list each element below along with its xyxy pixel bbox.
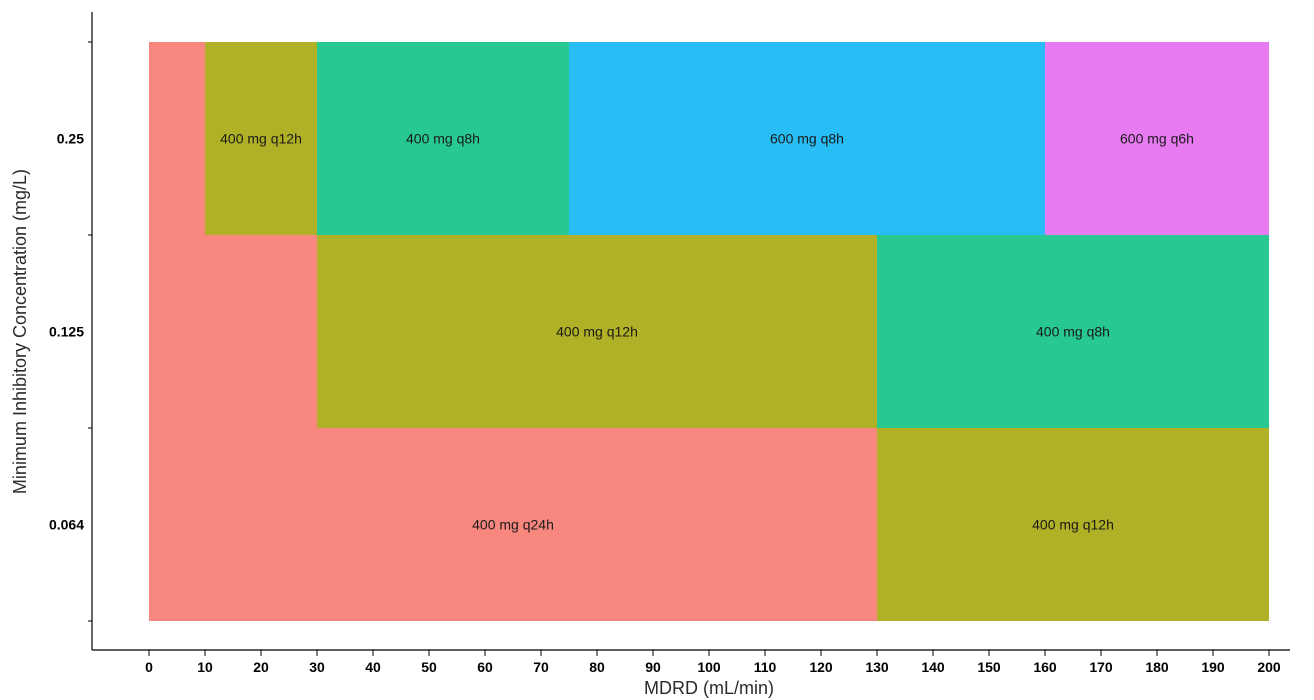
x-tick-label: 50 [421, 659, 437, 675]
x-tick-label: 70 [533, 659, 549, 675]
x-tick-label: 120 [809, 659, 833, 675]
x-tick-label: 80 [589, 659, 605, 675]
x-tick-label: 200 [1257, 659, 1281, 675]
cell-label: 400 mg q24h [472, 517, 554, 533]
cell-labels: 400 mg q12h 400 mg q8h 600 mg q8h 600 mg q6… [220, 131, 1194, 533]
y-tick-label: 0.064 [49, 517, 84, 533]
x-tick-label: 0 [145, 659, 153, 675]
x-tick-label: 170 [1089, 659, 1113, 675]
x-tick-label: 130 [865, 659, 889, 675]
cell-label: 400 mg q12h [1032, 517, 1114, 533]
x-tick-label: 30 [309, 659, 325, 675]
cell-label: 600 mg q6h [1120, 131, 1194, 147]
heatmap-cell [205, 42, 317, 235]
x-axis-ticks: 0 10 20 30 40 50 60 70 80 90 100 110 120 130 140 150 160… [145, 650, 1281, 675]
x-tick-label: 10 [197, 659, 213, 675]
x-tick-label: 160 [1033, 659, 1057, 675]
y-tick-label: 0.25 [57, 131, 84, 147]
x-axis-title: MDRD (mL/min) [644, 678, 774, 698]
x-tick-label: 40 [365, 659, 381, 675]
cell-label: 400 mg q8h [1036, 324, 1110, 340]
heatmap-cell [149, 235, 317, 428]
axes [91, 12, 1290, 651]
heatmap-cell [1045, 42, 1269, 235]
heatmap-cell [317, 42, 569, 235]
x-tick-label: 150 [977, 659, 1001, 675]
heatmap-cell [149, 42, 205, 235]
heatmap-cell [317, 235, 877, 428]
y-axis-title: Minimum Inhibitory Concentration (mg/L) [10, 169, 30, 494]
y-tick-label: 0.125 [49, 324, 84, 340]
heatmap-cells [149, 42, 1269, 621]
heatmap-cell [877, 428, 1269, 621]
x-tick-label: 180 [1145, 659, 1169, 675]
x-tick-label: 100 [697, 659, 721, 675]
heatmap-cell [569, 42, 1045, 235]
x-tick-label: 140 [921, 659, 945, 675]
cell-label: 600 mg q8h [770, 131, 844, 147]
heatmap-cell [149, 428, 877, 621]
x-tick-label: 110 [754, 659, 777, 675]
y-axis-ticks: 0.064 0.125 0.25 [49, 41, 92, 622]
cell-label: 400 mg q12h [220, 131, 302, 147]
cell-label: 400 mg q12h [556, 324, 638, 340]
x-tick-label: 60 [477, 659, 493, 675]
x-tick-label: 90 [645, 659, 661, 675]
x-tick-label: 20 [253, 659, 269, 675]
heatmap-cell [877, 235, 1269, 428]
x-tick-label: 190 [1201, 659, 1225, 675]
cell-label: 400 mg q8h [406, 131, 480, 147]
